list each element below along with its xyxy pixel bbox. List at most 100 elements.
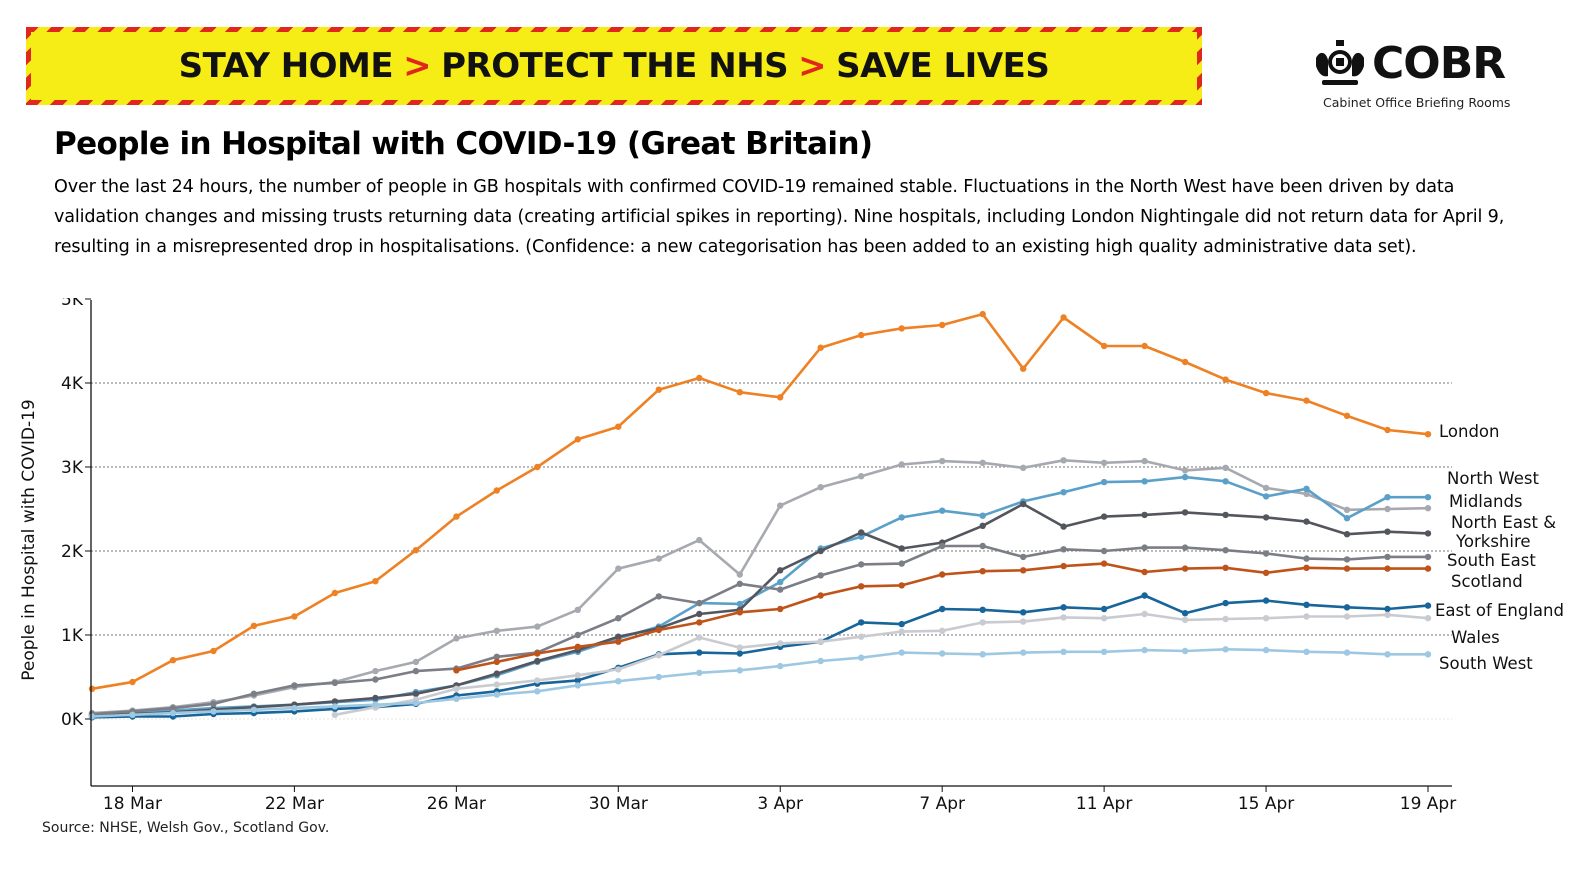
grid-lines: [91, 382, 1452, 720]
data-point: [1384, 553, 1391, 561]
data-point: [1141, 511, 1148, 519]
data-point: [1060, 546, 1067, 553]
data-point: [1020, 649, 1027, 656]
source-note: Source: NHSE, Welsh Gov., Scotland Gov.: [42, 820, 330, 836]
data-point: [939, 321, 946, 329]
data-point: [1181, 473, 1189, 481]
data-point: [696, 619, 703, 626]
data-point: [1384, 505, 1391, 513]
data-point: [1020, 365, 1027, 372]
royal-crest-icon: [1316, 40, 1364, 85]
data-point: [453, 667, 460, 674]
data-point: [696, 374, 703, 382]
data-point: [1020, 618, 1027, 625]
series-london: [88, 310, 1432, 692]
data-point: [1303, 518, 1310, 525]
data-point: [574, 631, 581, 639]
data-point: [1020, 553, 1027, 561]
slogan-protect-nhs: PROTECT THE NHS: [441, 46, 789, 86]
data-point: [939, 571, 946, 578]
data-point: [777, 640, 784, 647]
data-point: [1100, 547, 1108, 555]
data-point: [736, 571, 743, 578]
x-tick-label: 26 Mar: [427, 794, 486, 814]
logo-subtitle: Cabinet Office Briefing Rooms: [1323, 95, 1511, 110]
data-point: [1060, 648, 1067, 655]
series-label-north-east-and-yorkshire: North East & Yorkshire: [1451, 513, 1556, 551]
x-tick-label: 11 Apr: [1076, 794, 1132, 814]
data-point: [574, 682, 581, 689]
series-south-east: [88, 542, 1432, 718]
data-point: [817, 547, 824, 555]
data-point: [574, 606, 581, 613]
data-point: [736, 667, 743, 674]
y-tick-label: 0K: [61, 710, 84, 730]
data-point: [1222, 464, 1229, 471]
data-point: [1262, 514, 1270, 521]
data-point: [858, 331, 865, 339]
data-point: [1100, 615, 1108, 622]
logo-wordmark: COBR: [1372, 38, 1506, 89]
y-tick-label: 2K: [61, 542, 84, 562]
data-point: [979, 310, 986, 318]
data-point: [858, 583, 865, 590]
cobr-logo: COBR Cabinet Office Briefing Rooms: [1312, 38, 1527, 118]
data-point: [858, 473, 865, 480]
data-point: [1343, 604, 1351, 611]
series-label-london: London: [1439, 422, 1499, 441]
slogan-separator-1: >: [403, 46, 432, 86]
data-point: [939, 605, 946, 613]
data-point: [1262, 389, 1270, 397]
data-point: [331, 589, 339, 597]
data-point: [88, 713, 96, 720]
data-point: [493, 653, 500, 660]
data-point: [493, 487, 500, 494]
data-point: [1424, 615, 1432, 622]
series-label-south-west: South West: [1439, 654, 1533, 673]
data-point: [1100, 560, 1108, 567]
series-label-wales: Wales: [1451, 628, 1500, 647]
data-point: [1384, 605, 1391, 613]
page-title: People in Hospital with COVID-19 (Great …: [54, 126, 873, 162]
data-point: [372, 676, 379, 683]
data-point: [898, 560, 905, 567]
data-point: [1424, 565, 1432, 572]
data-point: [574, 672, 581, 679]
data-point: [1100, 513, 1108, 520]
y-tick-label: 3K: [61, 458, 84, 478]
data-point: [655, 626, 662, 634]
data-point: [736, 650, 743, 657]
series-midlands: [88, 473, 1432, 718]
data-point: [939, 457, 946, 465]
series-scotland: [453, 560, 1432, 674]
data-point: [696, 610, 703, 618]
data-point: [1343, 565, 1351, 572]
data-point: [1141, 592, 1148, 599]
data-point: [1424, 602, 1432, 609]
data-point: [1424, 553, 1432, 561]
data-point: [210, 647, 217, 655]
data-point: [1222, 599, 1229, 607]
data-point: [1384, 494, 1391, 501]
data-point: [615, 678, 622, 685]
data-point: [979, 606, 986, 613]
x-tick-label: 3 Apr: [757, 794, 803, 814]
data-point: [1384, 651, 1391, 658]
data-point: [655, 555, 662, 562]
data-point: [615, 615, 622, 622]
series-line-london: [91, 312, 1429, 691]
data-point: [1141, 342, 1148, 350]
data-point: [858, 633, 865, 640]
data-point: [1424, 431, 1432, 438]
data-point: [534, 688, 541, 695]
data-point: [858, 654, 865, 661]
data-point: [534, 463, 541, 471]
data-point: [898, 325, 905, 332]
data-point: [817, 572, 824, 579]
data-point: [1343, 515, 1351, 522]
data-point: [1262, 550, 1270, 557]
data-point: [1100, 478, 1108, 486]
data-point: [169, 704, 177, 712]
data-point: [1303, 397, 1310, 404]
data-point: [898, 545, 905, 552]
